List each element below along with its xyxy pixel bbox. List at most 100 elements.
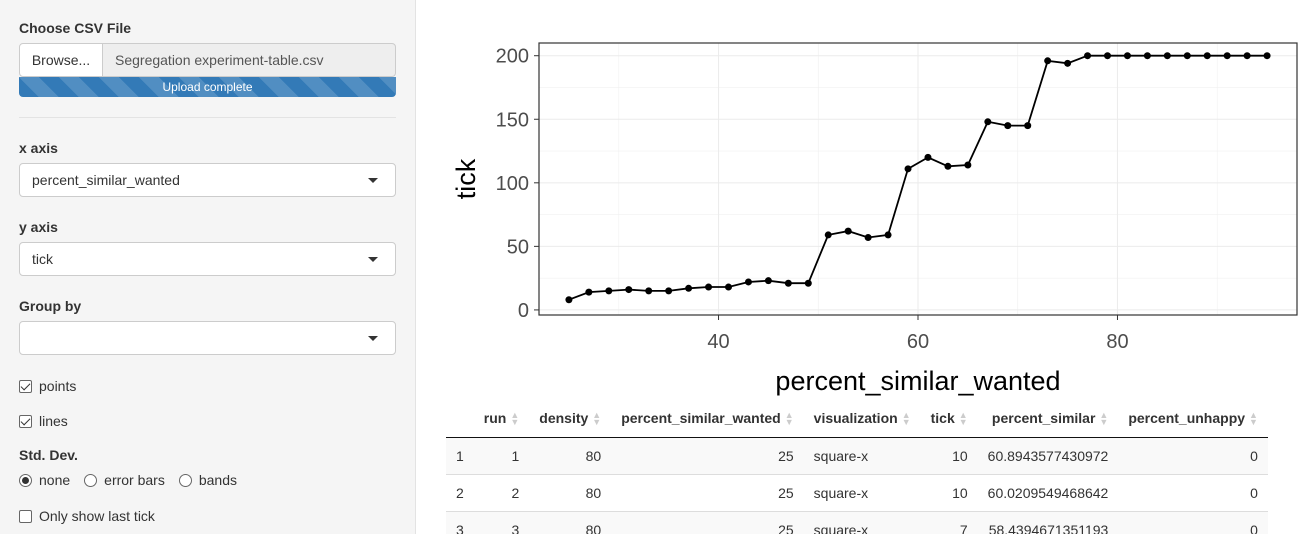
- table-header-run[interactable]: run ▲ ▼: [473, 400, 530, 438]
- table-cell: 1: [446, 436, 474, 474]
- x-tick-label: 60: [907, 331, 929, 353]
- data-point: [585, 288, 593, 296]
- table-header-label: tick: [930, 410, 955, 427]
- table-cell: 10: [920, 436, 978, 474]
- table-cell: 25: [611, 473, 804, 511]
- file-input-label: Choose CSV File: [19, 20, 132, 36]
- y-axis-select[interactable]: tick: [19, 242, 396, 276]
- data-point: [744, 278, 752, 286]
- table-cell: square-x: [803, 510, 921, 534]
- table-cell: 60.0209549468642: [977, 473, 1119, 511]
- y-tick-label: 50: [507, 236, 529, 258]
- data-point: [1004, 122, 1012, 130]
- points-checkbox[interactable]: [19, 379, 32, 393]
- data-point: [1223, 52, 1231, 60]
- table-header-percent-unhappy[interactable]: percent_unhappy ▲ ▼: [1118, 400, 1268, 438]
- x-tick-label: 40: [707, 331, 729, 353]
- table-header-percent-similar[interactable]: percent_similar ▲ ▼: [977, 400, 1119, 438]
- browse-button[interactable]: Browse...: [19, 43, 103, 77]
- y-tick-label: 150: [496, 109, 529, 131]
- last-tick-option[interactable]: Only show last tick: [19, 508, 155, 524]
- data-point: [964, 161, 972, 169]
- table-header-tick[interactable]: tick ▲ ▼: [920, 400, 978, 438]
- sidebar-panel: Choose CSV File Browse... Segregation ex…: [0, 0, 416, 534]
- data-point: [944, 162, 952, 170]
- table-cell: 10: [920, 473, 978, 511]
- data-point: [705, 283, 713, 291]
- data-point: [685, 284, 693, 292]
- sort-arrows-icon[interactable]: ▲ ▼: [1099, 410, 1109, 428]
- data-point: [824, 231, 832, 239]
- sort-arrows-icon[interactable]: ▲ ▼: [592, 410, 602, 428]
- table-row[interactable]: 3 3 80 25 square-x 7 58.4394671351193 0: [446, 510, 1268, 534]
- line-chart: 0 50 100 150 200 40 60 80 percent_similar_wanted…: [451, 42, 1298, 396]
- group-by-label: Group by: [19, 298, 82, 314]
- sort-arrows-icon[interactable]: ▲ ▼: [901, 410, 911, 428]
- stddev-option-error-bars[interactable]: error bars: [84, 472, 165, 488]
- data-point: [1044, 57, 1052, 65]
- lines-option[interactable]: lines: [19, 413, 68, 429]
- stddev-option-label: none: [39, 472, 71, 488]
- table-cell: square-x: [803, 436, 921, 474]
- stddev-radio-error-bars[interactable]: [84, 473, 98, 487]
- data-point: [784, 279, 792, 287]
- file-name-field: Segregation experiment-table.csv: [103, 43, 396, 77]
- x-axis-label: x axis: [19, 140, 58, 156]
- y-tick-label: 100: [496, 173, 529, 195]
- chevron-down-icon: [368, 178, 378, 183]
- sort-arrows-icon[interactable]: ▲ ▼: [784, 410, 794, 428]
- x-axis-select[interactable]: percent_similar_wanted: [19, 163, 396, 197]
- table-header-percent-similar-wanted[interactable]: percent_similar_wanted ▲ ▼: [611, 400, 804, 438]
- table-cell: 25: [611, 436, 804, 474]
- data-point: [605, 287, 613, 295]
- stddev-label: Std. Dev.: [19, 447, 78, 463]
- sort-arrows-icon[interactable]: ▲ ▼: [1249, 410, 1258, 428]
- data-point: [725, 283, 732, 291]
- table-header-label: density: [539, 410, 589, 427]
- divider: [19, 117, 396, 118]
- last-tick-checkbox[interactable]: [19, 509, 32, 523]
- stddev-radio-none[interactable]: [19, 473, 32, 487]
- last-tick-label: Only show last tick: [39, 508, 155, 524]
- table-cell: 3: [473, 510, 530, 534]
- table-row[interactable]: 1 1 80 25 square-x 10 60.8943577430972 0: [446, 436, 1268, 474]
- y-axis-value: tick: [32, 251, 53, 267]
- data-point: [1104, 52, 1111, 60]
- table-header-visualization[interactable]: visualization ▲ ▼: [803, 400, 921, 438]
- table-row[interactable]: 2 2 80 25 square-x 10 60.0209549468642 0: [446, 473, 1268, 511]
- data-point: [764, 277, 772, 285]
- table-cell: 1: [473, 436, 530, 474]
- table-cell: 60.8943577430972: [977, 436, 1119, 474]
- points-label: points: [39, 378, 77, 394]
- data-point: [804, 279, 812, 287]
- data-point: [904, 165, 912, 173]
- data-point: [864, 233, 872, 241]
- stddev-option-label: error bars: [104, 472, 165, 488]
- stddev-radio-bands[interactable]: [178, 473, 192, 487]
- table-cell: 7: [920, 510, 978, 534]
- group-by-select[interactable]: [19, 321, 396, 355]
- data-point: [1123, 52, 1131, 60]
- table-body: 1 1 80 25 square-x 10 60.8943577430972 0 2 2 80 25 s…: [446, 436, 1268, 534]
- y-tick-label: 200: [496, 46, 529, 68]
- data-point: [665, 287, 673, 295]
- stddev-option-none[interactable]: none: [19, 472, 70, 488]
- table-cell: 80: [529, 436, 612, 474]
- data-point: [1084, 52, 1092, 60]
- x-axis-title: percent_similar_wanted: [775, 366, 1060, 396]
- sort-arrows-icon[interactable]: ▲ ▼: [958, 410, 968, 428]
- data-point: [1183, 52, 1191, 60]
- sort-arrows-icon[interactable]: ▲ ▼: [510, 410, 520, 428]
- lines-checkbox[interactable]: [19, 414, 32, 428]
- table-cell: 2: [446, 473, 474, 511]
- table-header-density[interactable]: density ▲ ▼: [529, 400, 612, 438]
- table-cell: square-x: [803, 473, 921, 511]
- chevron-down-icon: [368, 336, 378, 341]
- table-header-index: [446, 400, 474, 438]
- y-axis-label: y axis: [19, 219, 58, 235]
- data-point: [1263, 52, 1271, 60]
- stddev-option-bands[interactable]: bands: [178, 472, 237, 488]
- data-table-container: run ▲ ▼ density ▲ ▼ percent_similar_wanted ▲ ▼ vi…: [446, 400, 1309, 534]
- table-cell: 3: [446, 510, 474, 534]
- points-option[interactable]: points: [19, 378, 76, 394]
